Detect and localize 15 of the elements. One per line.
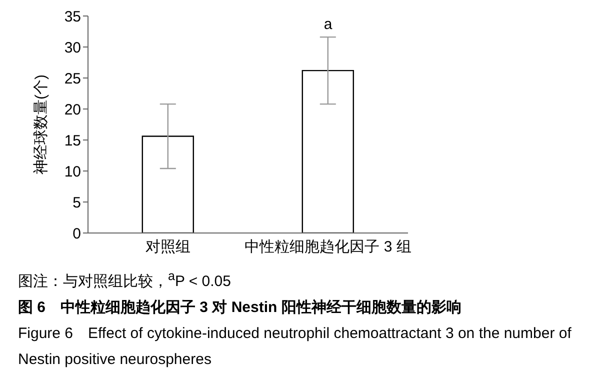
y-tick-label: 5 (72, 194, 81, 212)
annotation: a (324, 16, 333, 34)
x-tick-label: 对照组 (146, 238, 190, 256)
y-axis-title: 神经球数量(个) (32, 74, 50, 174)
y-tick-label: 15 (64, 132, 81, 150)
y-tick-label: 20 (64, 101, 81, 118)
caption: 图 6 中性粒细胞趋化因子 3 对 Nestin 阳性神经干细胞数量的影响 (18, 298, 462, 318)
x-tick-label: 中性粒细胞趋化因子 3 组 (244, 238, 412, 256)
y-tick-label: 35 (64, 8, 81, 26)
y-tick-label: 25 (64, 70, 81, 88)
caption: Figure 6 Effect of cytokine-induced neutrophil chemoattractant 3 on the number of Nestin positive neurospheres (18, 324, 572, 370)
text: 图注：与对照组比较，$^{a}$P < 0.05 (18, 268, 232, 292)
y-tick-label: 30 (64, 39, 81, 56)
y-tick-label: 0 (72, 225, 81, 242)
y-tick-label: 10 (64, 163, 81, 180)
